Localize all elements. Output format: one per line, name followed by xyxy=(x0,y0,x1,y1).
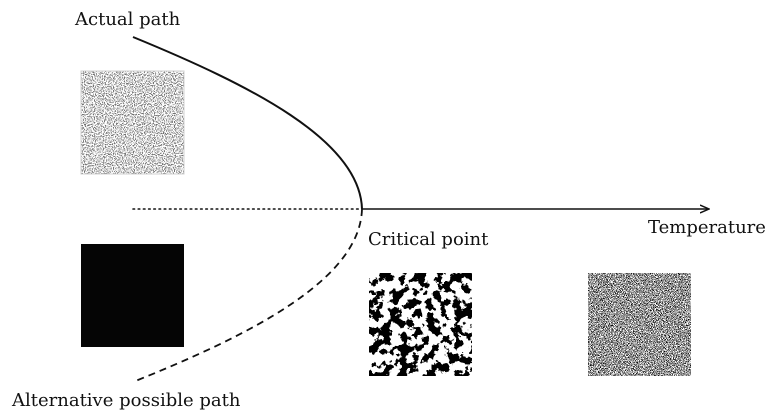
tile-grey-noise xyxy=(588,273,691,376)
critical-point-label: Critical point xyxy=(368,229,489,250)
tile-mostly-white xyxy=(80,70,185,175)
alternative-path-label: Alternative possible path xyxy=(11,390,241,411)
actual-path-label: Actual path xyxy=(74,9,181,30)
tile-solid-black xyxy=(81,244,184,347)
alternative-path-curve xyxy=(132,208,363,383)
actual-path-curve xyxy=(132,36,363,210)
tile-critical-clusters xyxy=(369,273,472,376)
temperature-label: Temperature xyxy=(648,217,766,238)
